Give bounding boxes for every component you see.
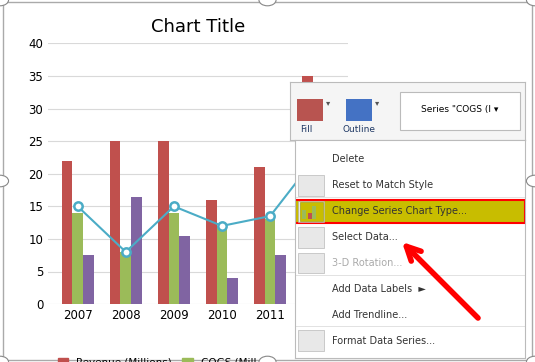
Text: Series "COGS (I ▾: Series "COGS (I ▾	[421, 105, 498, 114]
Text: Format Data Series...: Format Data Series...	[332, 336, 435, 346]
Bar	[302, 76, 313, 304]
Bar	[302, 210, 306, 219]
Text: ▾: ▾	[326, 98, 331, 107]
Bar	[276, 255, 286, 304]
Bar	[300, 202, 323, 220]
FancyBboxPatch shape	[401, 92, 521, 130]
Bar	[131, 197, 142, 304]
Text: Add Data Labels  ►: Add Data Labels ►	[332, 284, 426, 294]
Bar	[254, 167, 265, 304]
FancyBboxPatch shape	[299, 227, 324, 248]
Text: Delete: Delete	[332, 155, 364, 164]
FancyBboxPatch shape	[299, 201, 324, 222]
Title: Chart Title: Chart Title	[151, 18, 245, 36]
FancyBboxPatch shape	[297, 100, 323, 121]
Bar	[308, 213, 311, 219]
Bar	[227, 278, 238, 304]
Bar	[120, 252, 131, 304]
Bar	[312, 206, 316, 219]
Bar	[158, 141, 169, 304]
Bar	[217, 226, 227, 304]
Bar	[110, 141, 120, 304]
FancyArrowPatch shape	[407, 247, 478, 318]
Text: 3-D Rotation...: 3-D Rotation...	[332, 258, 402, 268]
Legend: Revenue (Millions), COGS (Mill...: Revenue (Millions), COGS (Mill...	[54, 354, 271, 362]
FancyBboxPatch shape	[299, 175, 324, 196]
FancyBboxPatch shape	[299, 253, 324, 273]
Bar	[313, 161, 324, 304]
FancyBboxPatch shape	[299, 330, 324, 351]
Text: Change Series Chart Type...: Change Series Chart Type...	[332, 206, 467, 216]
Bar	[72, 213, 83, 304]
FancyBboxPatch shape	[346, 100, 372, 121]
Bar	[179, 236, 190, 304]
Text: Outline: Outline	[343, 125, 376, 134]
Bar	[62, 161, 72, 304]
Bar	[169, 213, 179, 304]
Text: Fill: Fill	[300, 125, 312, 134]
Bar	[83, 255, 94, 304]
Text: Select Data...: Select Data...	[332, 232, 398, 242]
Bar	[206, 200, 217, 304]
Bar	[265, 219, 276, 304]
Text: Reset to Match Style: Reset to Match Style	[332, 180, 433, 190]
Text: Add Trendline...: Add Trendline...	[332, 310, 407, 320]
Bar	[295, 199, 525, 223]
Text: ▾: ▾	[374, 98, 379, 107]
